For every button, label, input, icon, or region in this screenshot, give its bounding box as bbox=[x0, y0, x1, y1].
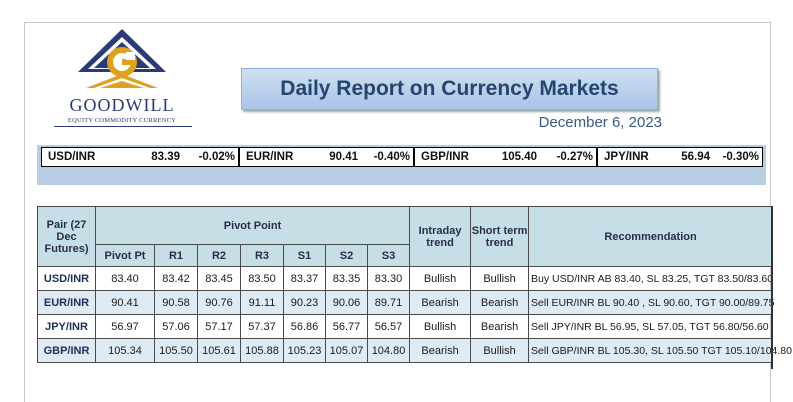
cell-s2: 83.35 bbox=[325, 266, 368, 291]
report-title: Daily Report on Currency Markets bbox=[241, 68, 658, 110]
cell-r2: 90.76 bbox=[197, 290, 241, 315]
header-r3: R3 bbox=[240, 244, 284, 267]
page-border bbox=[24, 22, 770, 23]
header-r1: R1 bbox=[154, 244, 198, 267]
cell-pivot: 83.40 bbox=[95, 266, 155, 291]
header-pivot-point: Pivot Point bbox=[94, 206, 411, 245]
ticker-strip: USD/INR 83.39 -0.02% EUR/INR 90.41 -0.40… bbox=[41, 147, 763, 167]
ticker-price: 56.94 bbox=[681, 151, 710, 163]
cell-r3: 57.37 bbox=[240, 314, 284, 339]
ticker-change: -0.02% bbox=[198, 151, 235, 163]
ticker-price: 83.39 bbox=[151, 151, 180, 163]
brand-tagline: EQUITY COMMODITY CURRENCY bbox=[67, 117, 177, 124]
brand-rule bbox=[54, 126, 192, 127]
cell-recommendation: Buy USD/INR AB 83.40, SL 83.25, TGT 83.5… bbox=[528, 266, 773, 291]
header-pair: Pair (27 Dec Futures) bbox=[37, 206, 96, 267]
table-header-row: Pair (27 Dec Futures) Pivot Point Intrad… bbox=[37, 206, 774, 267]
cell-r2: 57.17 bbox=[197, 314, 241, 339]
cell-s3: 89.71 bbox=[366, 290, 411, 315]
cell-pivot: 90.41 bbox=[95, 290, 155, 315]
cell-r2: 83.45 bbox=[197, 266, 241, 291]
cell-pair: GBP/INR bbox=[37, 338, 96, 363]
cell-r2: 105.61 bbox=[197, 338, 241, 363]
cell-s2: 90.06 bbox=[325, 290, 368, 315]
ticker-item-usd: USD/INR 83.39 -0.02% bbox=[42, 148, 238, 166]
ticker-change: -0.27% bbox=[556, 151, 593, 163]
cell-intraday-trend: Bullish bbox=[409, 314, 472, 339]
cell-s1: 56.86 bbox=[283, 314, 326, 339]
header-pivot-pt: Pivot Pt bbox=[95, 244, 155, 267]
header-s3: S3 bbox=[366, 244, 411, 267]
table-subheader-row: Pivot Pt R1 R2 R3 S1 S2 S3 bbox=[38, 244, 773, 267]
ticker-change: -0.30% bbox=[722, 151, 759, 163]
cell-short-term-trend: Bearish bbox=[470, 290, 530, 315]
cell-s3: 104.80 bbox=[366, 338, 411, 363]
header-short-term-trend: Short term trend bbox=[470, 206, 530, 267]
cell-r1: 57.06 bbox=[154, 314, 198, 339]
cell-s2: 56.77 bbox=[325, 314, 368, 339]
cell-r1: 83.42 bbox=[154, 266, 198, 291]
pivot-table: Pair (27 Dec Futures) Pivot Point Intrad… bbox=[37, 206, 792, 363]
cell-r3: 83.50 bbox=[240, 266, 284, 291]
ticker-pair: EUR/INR bbox=[246, 151, 294, 163]
ticker-pair: JPY/INR bbox=[604, 151, 649, 163]
cell-intraday-trend: Bearish bbox=[409, 290, 472, 315]
cell-s1: 105.23 bbox=[283, 338, 326, 363]
cell-s3: 56.57 bbox=[366, 314, 411, 339]
cell-short-term-trend: Bullish bbox=[470, 338, 530, 363]
cell-pair: JPY/INR bbox=[37, 314, 96, 339]
ticker-price: 105.40 bbox=[501, 151, 537, 163]
cell-pair: USD/INR bbox=[37, 266, 96, 291]
cell-recommendation: Sell GBP/INR BL 105.30, SL 105.50 TGT 10… bbox=[528, 338, 792, 363]
ticker-pair: GBP/INR bbox=[421, 151, 469, 163]
cell-short-term-trend: Bearish bbox=[470, 314, 530, 339]
cell-s3: 83.30 bbox=[366, 266, 411, 291]
ticker-item-jpy: JPY/INR 56.94 -0.30% bbox=[596, 148, 762, 166]
table-row: GBP/INR 105.34 105.50 105.61 105.88 105.… bbox=[37, 338, 792, 363]
cell-recommendation: Sell EUR/INR BL 90.40 , SL 90.60, TGT 90… bbox=[528, 290, 774, 315]
cell-r1: 90.58 bbox=[154, 290, 198, 315]
table-row: EUR/INR 90.41 90.58 90.76 91.11 90.23 90… bbox=[37, 290, 774, 315]
cell-s1: 90.23 bbox=[283, 290, 326, 315]
cell-pivot: 105.34 bbox=[95, 338, 155, 363]
table-row: JPY/INR 56.97 57.06 57.17 57.37 56.86 56… bbox=[37, 314, 774, 339]
cell-short-term-trend: Bullish bbox=[470, 266, 530, 291]
cell-pivot: 56.97 bbox=[95, 314, 155, 339]
header-intraday-trend: Intraday trend bbox=[409, 206, 472, 267]
cell-pair: EUR/INR bbox=[37, 290, 96, 315]
header-s1: S1 bbox=[283, 244, 326, 267]
ticker-item-eur: EUR/INR 90.41 -0.40% bbox=[238, 148, 413, 166]
goodwill-logo: GOODWILL EQUITY COMMODITY CURRENCY bbox=[54, 28, 204, 128]
ticker-change: -0.40% bbox=[373, 151, 410, 163]
brand-name: GOODWILL bbox=[69, 95, 175, 115]
cell-intraday-trend: Bearish bbox=[409, 338, 472, 363]
table-row: USD/INR 83.40 83.42 83.45 83.50 83.37 83… bbox=[37, 266, 773, 291]
page-border bbox=[24, 22, 25, 402]
header-r2: R2 bbox=[197, 244, 241, 267]
cell-r3: 105.88 bbox=[240, 338, 284, 363]
goodwill-emblem-icon bbox=[78, 29, 166, 88]
table-edge bbox=[771, 206, 773, 369]
header-s2: S2 bbox=[325, 244, 368, 267]
ticker-price: 90.41 bbox=[329, 151, 358, 163]
header-recommendation: Recommendation bbox=[528, 206, 774, 267]
cell-s2: 105.07 bbox=[325, 338, 368, 363]
cell-intraday-trend: Bullish bbox=[409, 266, 472, 291]
report-date: December 6, 2023 bbox=[538, 114, 662, 131]
cell-r3: 91.11 bbox=[240, 290, 284, 315]
ticker-pair: USD/INR bbox=[48, 151, 96, 163]
cell-recommendation: Sell JPY/INR BL 56.95, SL 57.05, TGT 56.… bbox=[528, 314, 774, 339]
ticker-item-gbp: GBP/INR 105.40 -0.27% bbox=[413, 148, 596, 166]
cell-s1: 83.37 bbox=[283, 266, 326, 291]
cell-r1: 105.50 bbox=[154, 338, 198, 363]
